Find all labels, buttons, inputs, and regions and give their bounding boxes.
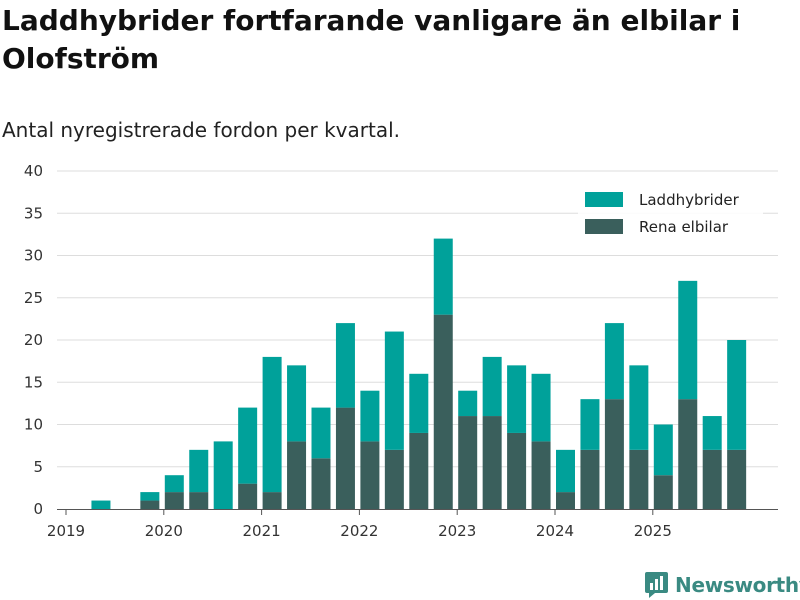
legend-label-laddhybrider: Laddhybrider xyxy=(639,191,740,209)
x-tick-label: 2019 xyxy=(47,522,85,540)
x-tick-label: 2022 xyxy=(340,522,378,540)
y-tick-label: 15 xyxy=(24,373,43,391)
bar-rena-elbilar xyxy=(702,449,722,509)
bar-rena-elbilar xyxy=(653,475,673,509)
bar-laddhybrider xyxy=(458,390,478,417)
y-tick-label: 10 xyxy=(24,416,43,434)
x-tick-label: 2023 xyxy=(438,522,476,540)
x-axis-ticks: 2019 2020 2021 2022 2023 2024 2025 xyxy=(47,509,672,540)
newsworthy-logo: Newsworthy xyxy=(644,570,800,600)
bar-laddhybrider xyxy=(311,407,331,459)
bar-rena-elbilar xyxy=(458,416,478,509)
y-tick-label: 30 xyxy=(24,247,43,265)
bar-laddhybrider xyxy=(409,373,429,433)
legend-label-rena-elbilar: Rena elbilar xyxy=(639,218,729,236)
bar-laddhybrider xyxy=(507,365,527,433)
bar-laddhybrider xyxy=(604,323,624,400)
legend-swatch-laddhybrider xyxy=(585,192,623,207)
bar-rena-elbilar xyxy=(727,449,747,509)
newsworthy-logo-text: Newsworthy xyxy=(675,573,800,597)
bars xyxy=(91,238,747,509)
bar-laddhybrider xyxy=(727,340,747,450)
chart-title: Laddhybrider fortfarande vanligare än el… xyxy=(2,4,741,75)
bar-laddhybrider xyxy=(164,475,184,493)
bar-laddhybrider xyxy=(189,449,209,493)
bar-laddhybrider xyxy=(433,238,453,315)
legend: Laddhybrider Rena elbilar xyxy=(578,185,763,247)
bar-laddhybrider xyxy=(482,356,502,417)
bar-laddhybrider xyxy=(287,365,307,442)
bar-rena-elbilar xyxy=(189,492,209,509)
bar-laddhybrider xyxy=(384,331,404,450)
bar-rena-elbilar xyxy=(335,407,355,509)
bar-rena-elbilar xyxy=(556,492,575,509)
bar-laddhybrider xyxy=(702,416,722,450)
y-axis-ticks: 0 5 10 15 20 25 30 35 40 xyxy=(24,162,43,518)
bar-laddhybrider xyxy=(580,399,600,450)
bar-laddhybrider xyxy=(262,356,282,493)
y-tick-label: 40 xyxy=(24,162,43,180)
y-tick-label: 35 xyxy=(24,204,43,222)
bar-rena-elbilar xyxy=(311,458,331,509)
x-tick-label: 2020 xyxy=(145,522,183,540)
bar-rena-elbilar xyxy=(384,449,404,509)
bar-rena-elbilar xyxy=(433,314,453,509)
bar-rena-elbilar xyxy=(409,432,429,509)
bar-rena-elbilar xyxy=(262,492,282,509)
bar-rena-elbilar xyxy=(580,449,600,509)
bar-laddhybrider xyxy=(213,441,233,509)
bar-rena-elbilar xyxy=(531,441,551,509)
bar-rena-elbilar xyxy=(604,399,624,509)
bar-laddhybrider xyxy=(140,492,160,501)
y-tick-label: 0 xyxy=(33,500,43,518)
bar-rena-elbilar xyxy=(238,483,258,509)
bar-rena-elbilar xyxy=(629,449,649,509)
bar-rena-elbilar xyxy=(287,441,307,509)
legend-swatch-rena-elbilar xyxy=(585,219,623,234)
newsworthy-logo-icon xyxy=(645,572,668,598)
bar-laddhybrider xyxy=(556,449,575,493)
bar-laddhybrider xyxy=(629,365,649,450)
bar-rena-elbilar xyxy=(507,432,527,509)
bar-laddhybrider xyxy=(653,424,673,476)
x-tick-label: 2025 xyxy=(634,522,672,540)
bar-rena-elbilar xyxy=(482,416,502,509)
bar-laddhybrider xyxy=(678,280,698,400)
chart-subtitle: Antal nyregistrerade fordon per kvartal. xyxy=(2,118,401,142)
bar-laddhybrider xyxy=(91,500,111,509)
bar-laddhybrider xyxy=(531,373,551,442)
bar-rena-elbilar xyxy=(360,441,380,509)
bar-laddhybrider xyxy=(360,390,380,442)
y-tick-label: 5 xyxy=(33,458,43,476)
x-tick-label: 2021 xyxy=(243,522,281,540)
x-tick-label: 2024 xyxy=(536,522,574,540)
y-tick-label: 25 xyxy=(24,289,43,307)
bar-laddhybrider xyxy=(238,407,258,484)
bar-rena-elbilar xyxy=(164,492,184,509)
y-tick-label: 20 xyxy=(24,331,43,349)
bar-laddhybrider xyxy=(335,323,355,408)
bar-rena-elbilar xyxy=(140,500,160,509)
bar-rena-elbilar xyxy=(678,399,698,509)
